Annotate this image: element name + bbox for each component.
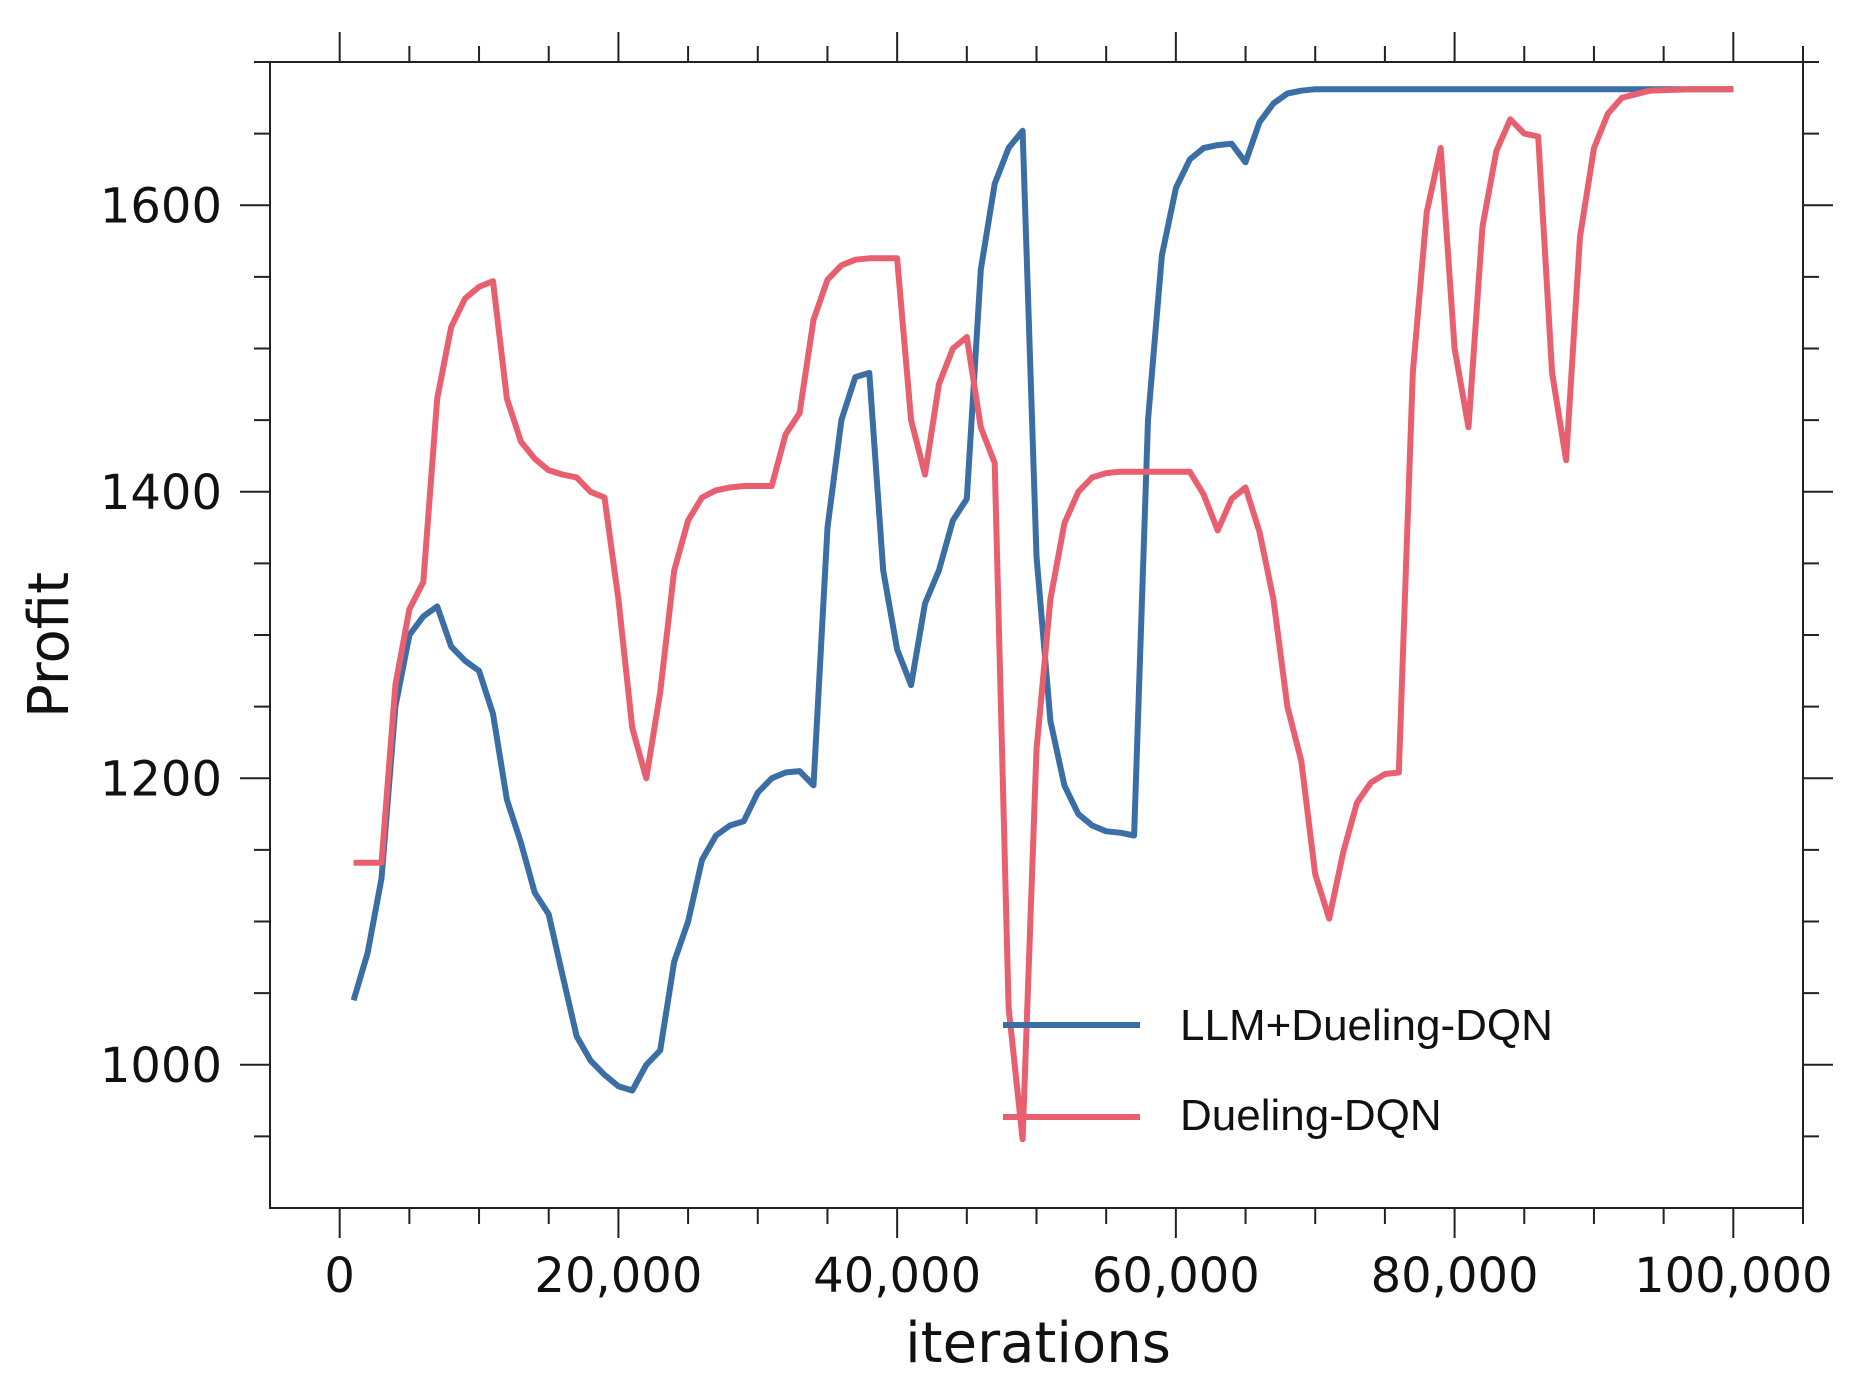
legend-label-dueling-dqn: Dueling-DQN <box>1180 1091 1442 1140</box>
plot-area-border <box>269 61 1804 1209</box>
series-line-dueling-dqn <box>353 86 1734 1143</box>
legend: LLM+Dueling-DQN Dueling-DQN <box>1003 1001 1553 1140</box>
y-tick-label: 1400 <box>100 465 222 521</box>
plot-frame <box>269 61 1804 1209</box>
x-tick-label: 0 <box>324 1248 355 1304</box>
axis-ticks <box>240 32 1833 1238</box>
x-axis-label: iterations <box>905 1311 1171 1376</box>
y-tick-label: 1600 <box>100 178 222 234</box>
x-tick-label: 40,000 <box>813 1248 981 1304</box>
x-tick-label: 100,000 <box>1634 1248 1833 1304</box>
tick-labels: 0 20,000 40,000 60,000 80,000 100,000 1000 1200… <box>100 178 1833 1304</box>
series-layer <box>350 86 1734 1143</box>
x-tick-label: 80,000 <box>1371 1248 1539 1304</box>
x-tick-label: 60,000 <box>1092 1248 1260 1304</box>
legend-label-llm-dueling-dqn: LLM+Dueling-DQN <box>1180 1001 1553 1050</box>
series-line-llm-dueling-dqn <box>350 86 1734 1094</box>
y-tick-label: 1000 <box>100 1038 222 1094</box>
x-tick-label: 20,000 <box>534 1248 702 1304</box>
y-axis-label: Profit <box>17 572 82 718</box>
y-tick-label: 1200 <box>100 751 222 807</box>
